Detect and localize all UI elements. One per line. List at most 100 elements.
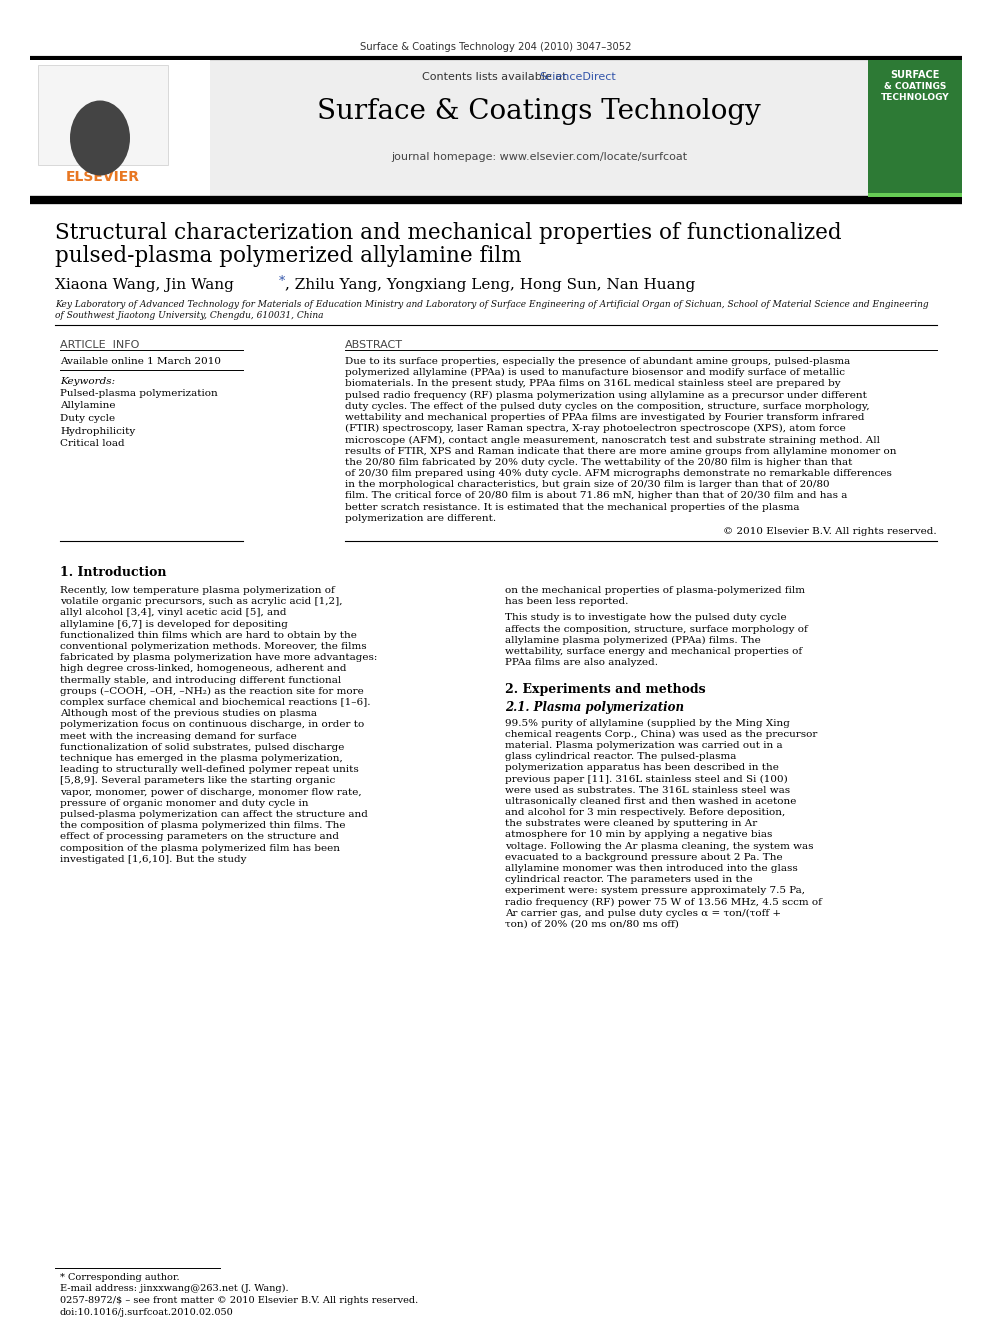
Text: ARTICLE  INFO: ARTICLE INFO <box>60 340 139 351</box>
Text: allylamine plasma polymerized (PPAa) films. The: allylamine plasma polymerized (PPAa) fil… <box>505 636 761 644</box>
Bar <box>97 148 103 164</box>
Text: polymerization apparatus has been described in the: polymerization apparatus has been descri… <box>505 763 779 773</box>
Text: ABSTRACT: ABSTRACT <box>345 340 403 351</box>
Text: effect of processing parameters on the structure and: effect of processing parameters on the s… <box>60 832 339 841</box>
Text: ultrasonically cleaned first and then washed in acetone: ultrasonically cleaned first and then wa… <box>505 796 797 806</box>
Text: Allylamine: Allylamine <box>60 401 115 410</box>
Text: the substrates were cleaned by sputtering in Ar: the substrates were cleaned by sputterin… <box>505 819 757 828</box>
Text: volatile organic precursors, such as acrylic acid [1,2],: volatile organic precursors, such as acr… <box>60 597 342 606</box>
Text: on the mechanical properties of plasma-polymerized film: on the mechanical properties of plasma-p… <box>505 586 805 595</box>
Text: atmosphere for 10 min by applying a negative bias: atmosphere for 10 min by applying a nega… <box>505 831 773 839</box>
Bar <box>210 60 868 198</box>
Text: TECHNOLOGY: TECHNOLOGY <box>881 93 949 102</box>
Ellipse shape <box>70 101 130 176</box>
Bar <box>30 60 210 198</box>
Text: better scratch resistance. It is estimated that the mechanical properties of the: better scratch resistance. It is estimat… <box>345 503 800 512</box>
Text: biomaterials. In the present study, PPAa films on 316L medical stainless steel a: biomaterials. In the present study, PPAa… <box>345 380 840 389</box>
Text: 99.5% purity of allylamine (supplied by the Ming Xing: 99.5% purity of allylamine (supplied by … <box>505 718 790 728</box>
Text: 0257-8972/$ – see front matter © 2010 Elsevier B.V. All rights reserved.: 0257-8972/$ – see front matter © 2010 El… <box>60 1297 419 1304</box>
Text: Surface & Coatings Technology: Surface & Coatings Technology <box>317 98 761 124</box>
Text: previous paper [11]. 316L stainless steel and Si (100): previous paper [11]. 316L stainless stee… <box>505 774 788 783</box>
Text: has been less reported.: has been less reported. <box>505 597 628 606</box>
Text: Structural characterization and mechanical properties of functionalized: Structural characterization and mechanic… <box>55 222 841 243</box>
Text: Available online 1 March 2010: Available online 1 March 2010 <box>60 357 221 366</box>
Text: pressure of organic monomer and duty cycle in: pressure of organic monomer and duty cyc… <box>60 799 309 808</box>
Text: doi:10.1016/j.surfcoat.2010.02.050: doi:10.1016/j.surfcoat.2010.02.050 <box>60 1308 234 1316</box>
Text: evacuated to a background pressure about 2 Pa. The: evacuated to a background pressure about… <box>505 853 783 861</box>
Text: groups (–COOH, –OH, –NH₂) as the reaction site for more: groups (–COOH, –OH, –NH₂) as the reactio… <box>60 687 364 696</box>
Text: thermally stable, and introducing different functional: thermally stable, and introducing differ… <box>60 676 341 684</box>
Text: investigated [1,6,10]. But the study: investigated [1,6,10]. But the study <box>60 855 246 864</box>
Text: were used as substrates. The 316L stainless steel was: were used as substrates. The 316L stainl… <box>505 786 790 795</box>
Text: composition of the plasma polymerized film has been: composition of the plasma polymerized fi… <box>60 844 340 852</box>
Text: © 2010 Elsevier B.V. All rights reserved.: © 2010 Elsevier B.V. All rights reserved… <box>723 527 937 536</box>
Text: Surface & Coatings Technology 204 (2010) 3047–3052: Surface & Coatings Technology 204 (2010)… <box>360 42 632 52</box>
Text: This study is to investigate how the pulsed duty cycle: This study is to investigate how the pul… <box>505 614 787 622</box>
Text: complex surface chemical and biochemical reactions [1–6].: complex surface chemical and biochemical… <box>60 699 370 706</box>
Text: vapor, monomer, power of discharge, monomer flow rate,: vapor, monomer, power of discharge, mono… <box>60 787 362 796</box>
Text: polymerized allylamine (PPAa) is used to manufacture biosensor and modify surfac: polymerized allylamine (PPAa) is used to… <box>345 368 845 377</box>
Text: Duty cycle: Duty cycle <box>60 414 115 423</box>
Text: pulsed-plasma polymerization can affect the structure and: pulsed-plasma polymerization can affect … <box>60 810 368 819</box>
Text: Pulsed-plasma polymerization: Pulsed-plasma polymerization <box>60 389 218 398</box>
Text: ScienceDirect: ScienceDirect <box>539 71 616 82</box>
Text: and alcohol for 3 min respectively. Before deposition,: and alcohol for 3 min respectively. Befo… <box>505 808 786 818</box>
Text: 1. Introduction: 1. Introduction <box>60 566 167 579</box>
Text: τon) of 20% (20 ms on/80 ms off): τon) of 20% (20 ms on/80 ms off) <box>505 919 679 929</box>
Bar <box>868 60 962 198</box>
Bar <box>38 65 168 165</box>
Text: the 20/80 film fabricated by 20% duty cycle. The wettability of the 20/80 film i: the 20/80 film fabricated by 20% duty cy… <box>345 458 852 467</box>
Text: Xiaona Wang, Jin Wang: Xiaona Wang, Jin Wang <box>55 278 239 292</box>
Text: ELSEVIER: ELSEVIER <box>66 169 140 184</box>
Text: Keywords:: Keywords: <box>60 377 115 386</box>
Text: conventional polymerization methods. Moreover, the films: conventional polymerization methods. Mor… <box>60 642 367 651</box>
Text: PPAa films are also analyzed.: PPAa films are also analyzed. <box>505 659 658 667</box>
Text: radio frequency (RF) power 75 W of 13.56 MHz, 4.5 sccm of: radio frequency (RF) power 75 W of 13.56… <box>505 897 822 906</box>
Bar <box>868 193 962 197</box>
Text: in the morphological characteristics, but grain size of 20/30 film is larger tha: in the morphological characteristics, bu… <box>345 480 829 490</box>
Text: allylamine monomer was then introduced into the glass: allylamine monomer was then introduced i… <box>505 864 798 873</box>
Text: fabricated by plasma polymerization have more advantages:: fabricated by plasma polymerization have… <box>60 654 377 663</box>
Text: allyl alcohol [3,4], vinyl acetic acid [5], and: allyl alcohol [3,4], vinyl acetic acid [… <box>60 609 287 618</box>
Text: Ar carrier gas, and pulse duty cycles α = τon/(τoff +: Ar carrier gas, and pulse duty cycles α … <box>505 909 781 918</box>
Text: of 20/30 film prepared using 40% duty cycle. AFM micrographs demonstrate no rema: of 20/30 film prepared using 40% duty cy… <box>345 468 892 478</box>
Text: duty cycles. The effect of the pulsed duty cycles on the composition, structure,: duty cycles. The effect of the pulsed du… <box>345 402 870 411</box>
Text: journal homepage: www.elsevier.com/locate/surfcoat: journal homepage: www.elsevier.com/locat… <box>391 152 687 161</box>
Text: polymerization are different.: polymerization are different. <box>345 513 496 523</box>
Text: Contents lists available at: Contents lists available at <box>422 71 570 82</box>
Text: Due to its surface properties, especially the presence of abundant amine groups,: Due to its surface properties, especiall… <box>345 357 850 366</box>
Text: microscope (AFM), contact angle measurement, nanoscratch test and substrate stra: microscope (AFM), contact angle measurem… <box>345 435 880 445</box>
Text: functionalization of solid substrates, pulsed discharge: functionalization of solid substrates, p… <box>60 742 344 751</box>
Text: (FTIR) spectroscopy, laser Raman spectra, X-ray photoelectron spectroscope (XPS): (FTIR) spectroscopy, laser Raman spectra… <box>345 425 846 434</box>
Text: voltage. Following the Ar plasma cleaning, the system was: voltage. Following the Ar plasma cleanin… <box>505 841 813 851</box>
Text: leading to structurally well-defined polymer repeat units: leading to structurally well-defined pol… <box>60 765 359 774</box>
Text: allylamine [6,7] is developed for depositing: allylamine [6,7] is developed for deposi… <box>60 619 288 628</box>
Text: Although most of the previous studies on plasma: Although most of the previous studies on… <box>60 709 317 718</box>
Text: , Zhilu Yang, Yongxiang Leng, Hong Sun, Nan Huang: , Zhilu Yang, Yongxiang Leng, Hong Sun, … <box>285 278 695 292</box>
Text: results of FTIR, XPS and Raman indicate that there are more amine groups from al: results of FTIR, XPS and Raman indicate … <box>345 447 897 455</box>
Text: Key Laboratory of Advanced Technology for Materials of Education Ministry and La: Key Laboratory of Advanced Technology fo… <box>55 300 929 310</box>
Text: E-mail address: jinxxwang@263.net (J. Wang).: E-mail address: jinxxwang@263.net (J. Wa… <box>60 1285 289 1293</box>
Text: Hydrophilicity: Hydrophilicity <box>60 426 135 435</box>
Text: material. Plasma polymerization was carried out in a: material. Plasma polymerization was carr… <box>505 741 783 750</box>
Text: high degree cross-linked, homogeneous, adherent and: high degree cross-linked, homogeneous, a… <box>60 664 346 673</box>
Text: 2. Experiments and methods: 2. Experiments and methods <box>505 684 705 696</box>
Text: wettability, surface energy and mechanical properties of: wettability, surface energy and mechanic… <box>505 647 803 656</box>
Text: technique has emerged in the plasma polymerization,: technique has emerged in the plasma poly… <box>60 754 343 763</box>
Text: glass cylindrical reactor. The pulsed-plasma: glass cylindrical reactor. The pulsed-pl… <box>505 751 736 761</box>
Text: experiment were: system pressure approximately 7.5 Pa,: experiment were: system pressure approxi… <box>505 886 805 896</box>
Text: meet with the increasing demand for surface: meet with the increasing demand for surf… <box>60 732 297 741</box>
Text: wettability and mechanical properties of PPAa films are investigated by Fourier : wettability and mechanical properties of… <box>345 413 864 422</box>
Text: Critical load: Critical load <box>60 439 125 448</box>
Text: polymerization focus on continuous discharge, in order to: polymerization focus on continuous disch… <box>60 721 364 729</box>
Text: *: * <box>279 275 286 288</box>
Text: chemical reagents Corp., China) was used as the precursor: chemical reagents Corp., China) was used… <box>505 729 817 738</box>
Text: SURFACE: SURFACE <box>890 70 939 79</box>
Text: the composition of plasma polymerized thin films. The: the composition of plasma polymerized th… <box>60 822 345 831</box>
Text: [5,8,9]. Several parameters like the starting organic: [5,8,9]. Several parameters like the sta… <box>60 777 335 786</box>
Text: affects the composition, structure, surface morphology of: affects the composition, structure, surf… <box>505 624 807 634</box>
Text: pulsed-plasma polymerized allylamine film: pulsed-plasma polymerized allylamine fil… <box>55 245 522 267</box>
Text: & COATINGS: & COATINGS <box>884 82 946 91</box>
Text: cylindrical reactor. The parameters used in the: cylindrical reactor. The parameters used… <box>505 876 753 884</box>
Text: film. The critical force of 20/80 film is about 71.86 mN, higher than that of 20: film. The critical force of 20/80 film i… <box>345 491 847 500</box>
